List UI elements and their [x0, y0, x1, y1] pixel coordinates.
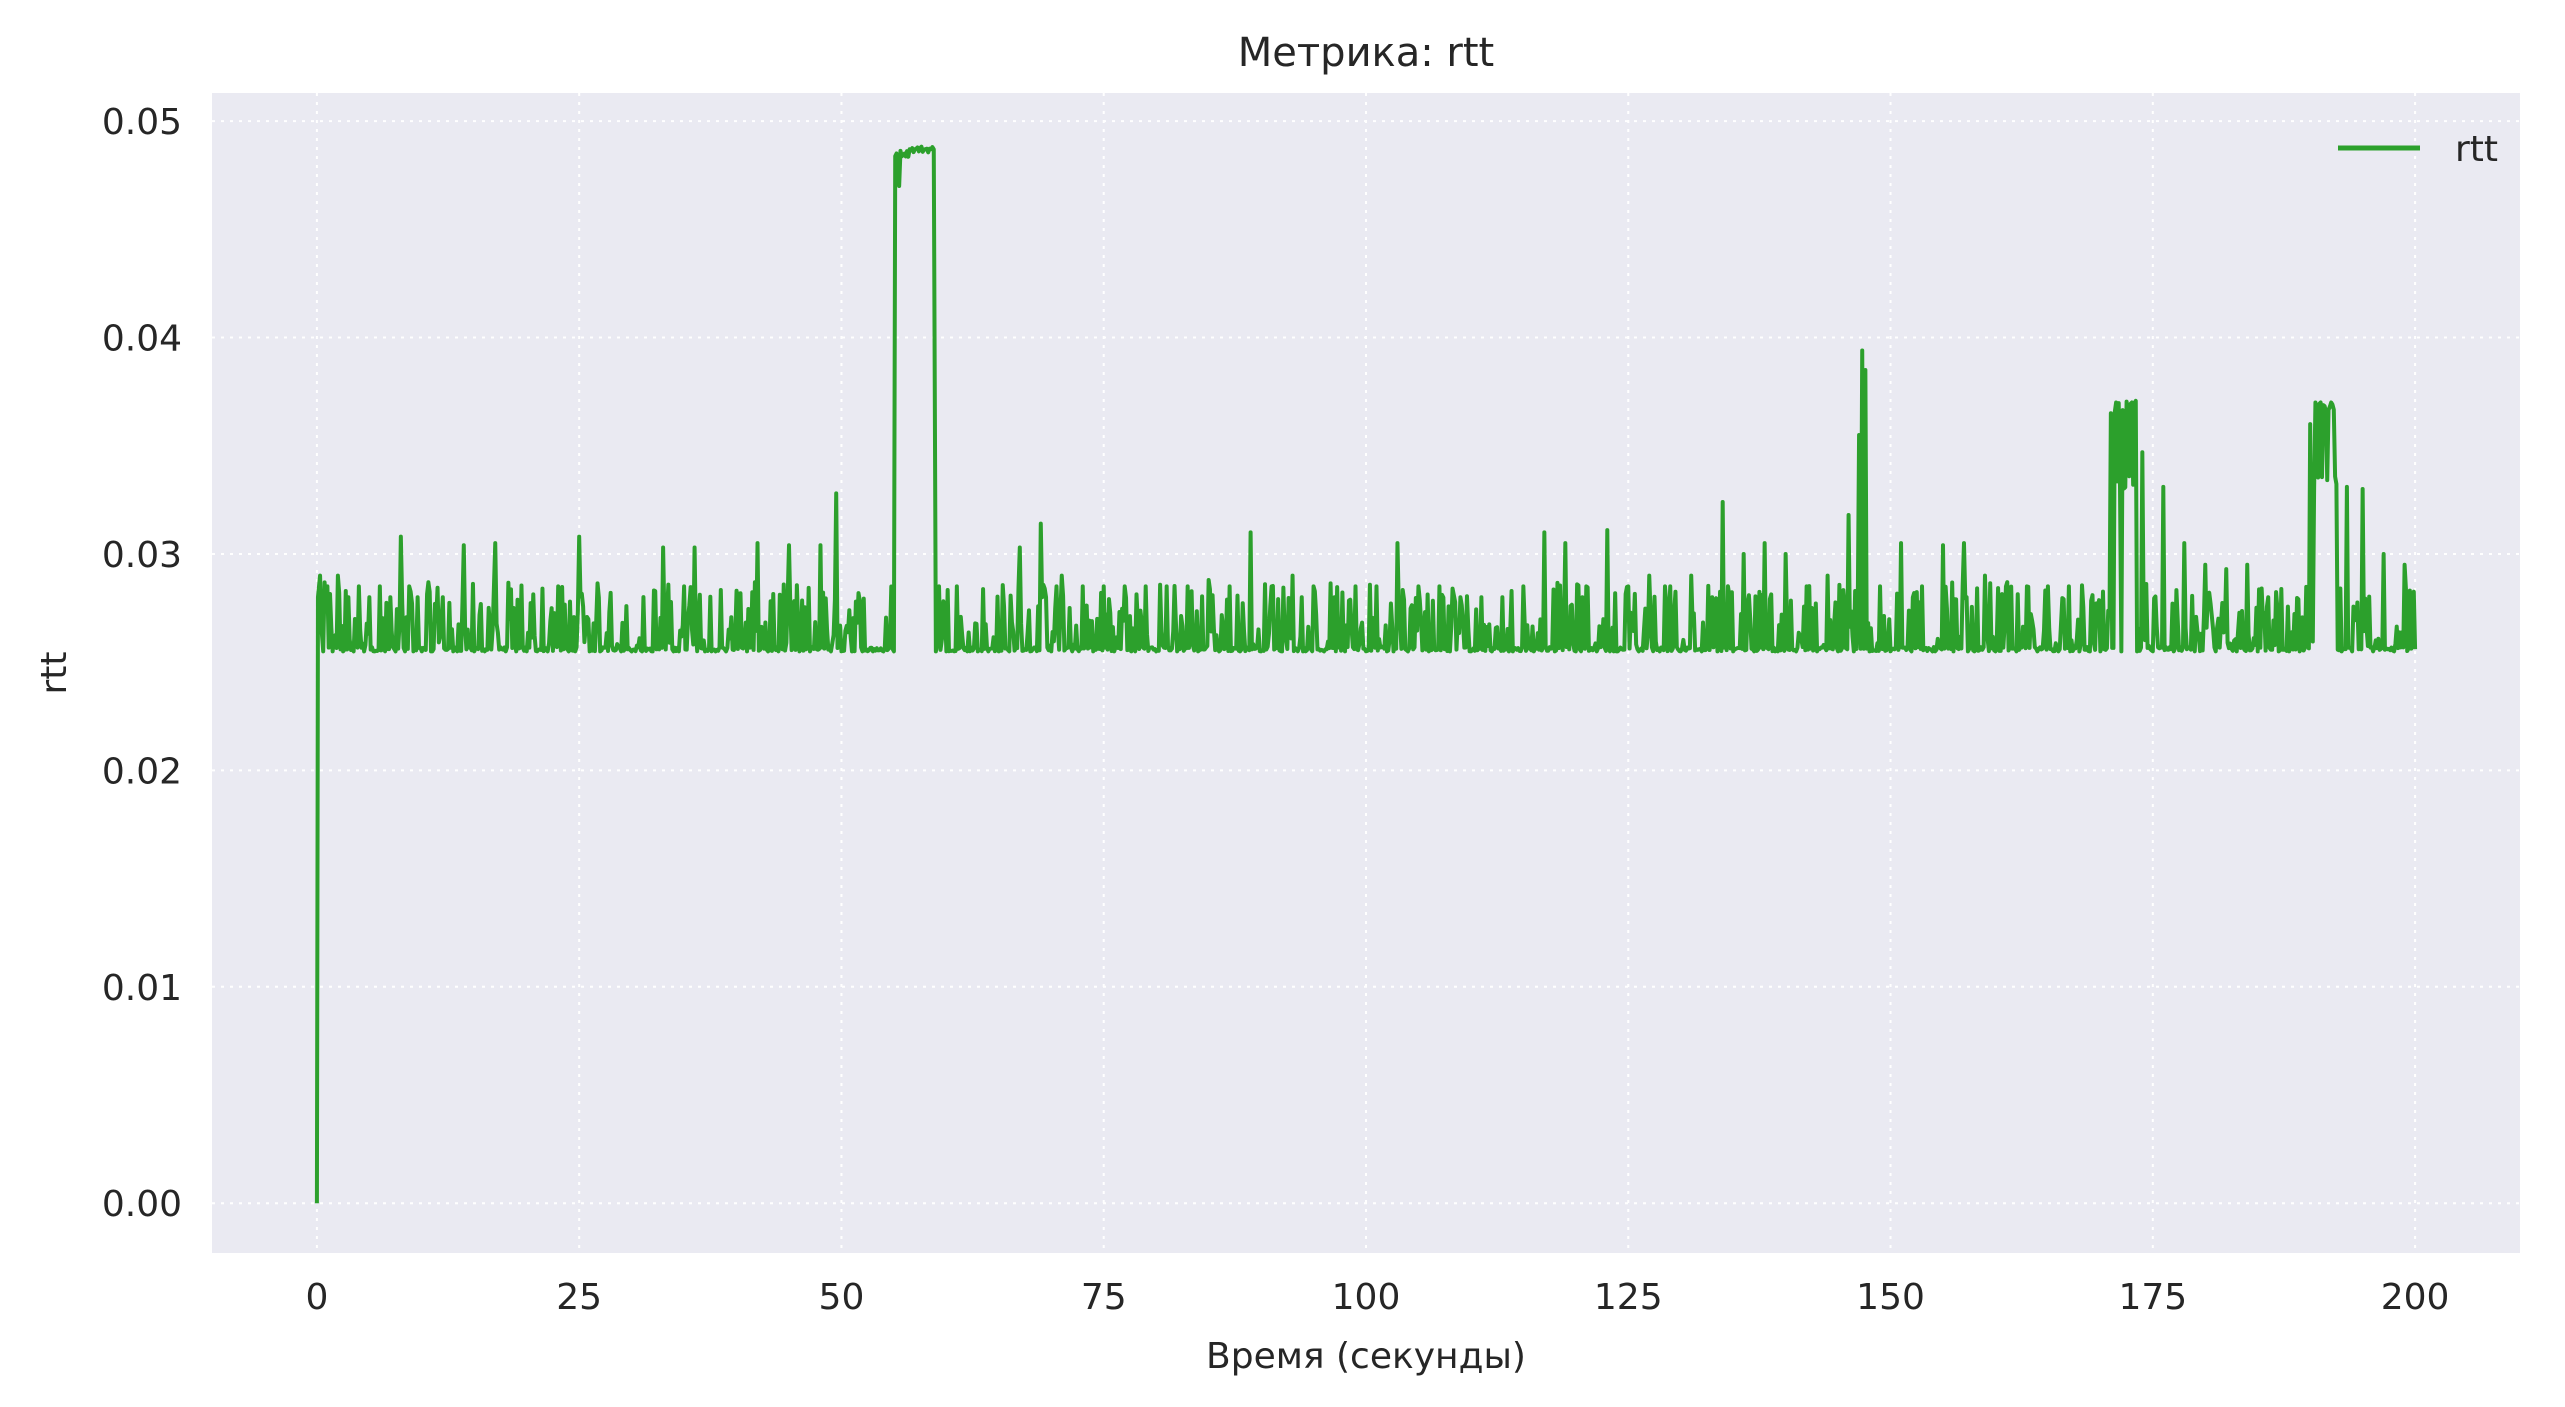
legend: rtt: [2338, 129, 2498, 170]
x-tick-label: 200: [2381, 1277, 2450, 1318]
plot-area: [212, 93, 2520, 1253]
x-tick-label: 50: [819, 1277, 865, 1318]
y-tick-label: 0.04: [102, 319, 182, 360]
series-layer: [314, 144, 2418, 1204]
y-axis-label: rtt: [34, 651, 75, 694]
y-tick-label: 0.05: [102, 102, 182, 143]
legend-label: rtt: [2455, 129, 2498, 170]
x-tick-label: 150: [1856, 1277, 1925, 1318]
x-tick-label: 25: [556, 1277, 602, 1318]
series-line-rtt: [314, 144, 2418, 1204]
x-axis-ticks: 0 25 50 75 100 125 150 175 200: [305, 1277, 2449, 1318]
x-tick-label: 100: [1332, 1277, 1401, 1318]
y-axis-ticks: 0.00 0.01 0.02 0.03 0.04 0.05: [102, 102, 182, 1225]
x-tick-label: 0: [305, 1277, 328, 1318]
y-tick-label: 0.03: [102, 535, 182, 576]
y-tick-label: 0.00: [102, 1184, 182, 1225]
y-tick-label: 0.01: [102, 968, 182, 1009]
y-tick-label: 0.02: [102, 751, 182, 792]
x-axis-label: Время (секунды): [1206, 1336, 1526, 1377]
chart-title: Метрика: rtt: [1238, 30, 1494, 76]
grid-lines: [212, 93, 2520, 1253]
x-tick-label: 175: [2118, 1277, 2187, 1318]
x-tick-label: 75: [1081, 1277, 1127, 1318]
x-tick-label: 125: [1594, 1277, 1663, 1318]
